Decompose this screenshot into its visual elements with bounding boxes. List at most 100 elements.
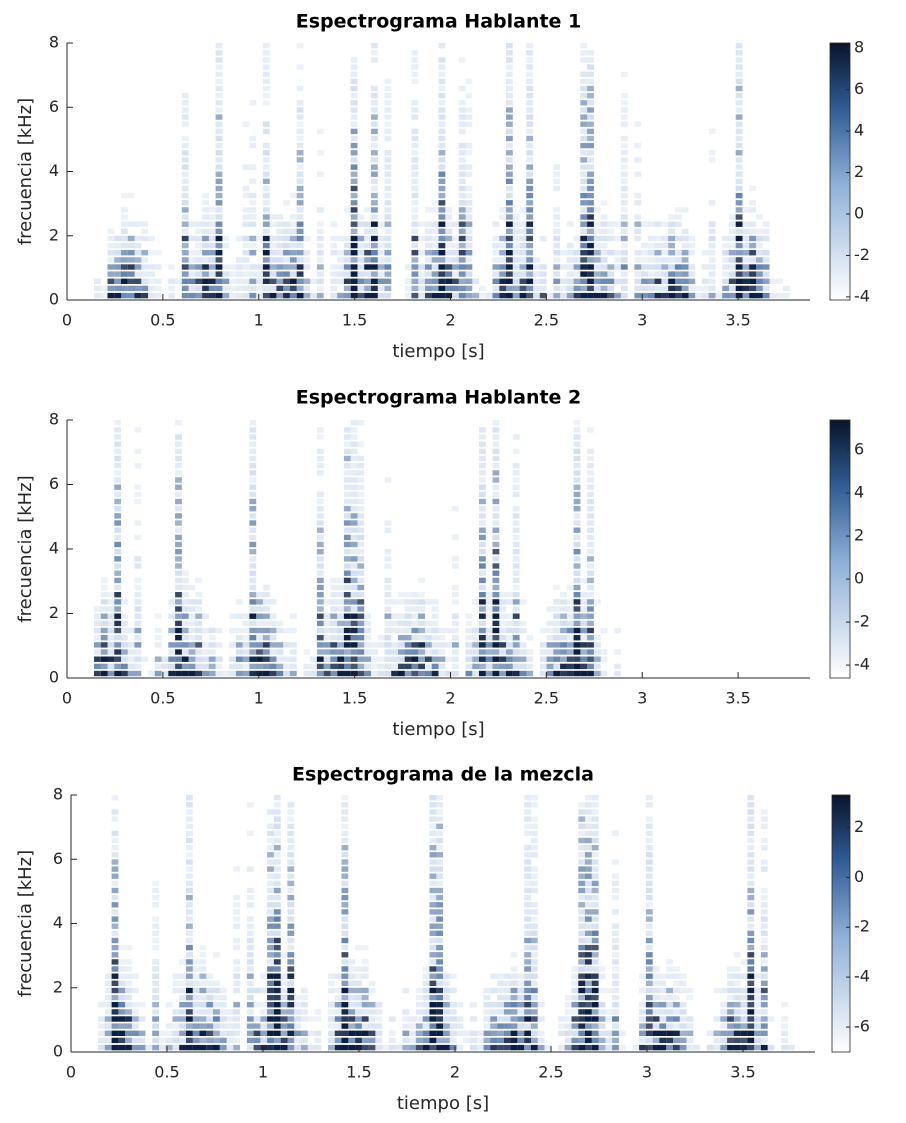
texture-cell xyxy=(206,981,213,986)
texture-cell xyxy=(736,164,743,169)
texture-cell xyxy=(634,293,641,298)
texture-cell xyxy=(574,635,581,640)
texture-cell xyxy=(763,271,770,276)
texture-cell xyxy=(531,931,538,936)
texture-cell xyxy=(443,1002,450,1007)
texture-cell xyxy=(128,250,135,255)
texture-cell xyxy=(578,874,585,879)
texture-cell xyxy=(357,664,364,669)
texture-cell xyxy=(402,1016,409,1021)
texture-cell xyxy=(558,1031,565,1036)
texture-cell xyxy=(661,236,668,241)
texture-cell xyxy=(558,1045,565,1050)
texture-cell xyxy=(639,1002,646,1007)
texture-cell xyxy=(351,671,358,676)
texture-cell xyxy=(585,831,592,836)
texture-cell xyxy=(425,236,432,241)
texture-cell xyxy=(247,888,254,893)
texture-cell xyxy=(364,271,371,276)
y-tick-label: 4 xyxy=(53,913,63,932)
texture-cell xyxy=(430,966,437,971)
texture-cell xyxy=(459,86,466,91)
texture-cell xyxy=(270,257,277,262)
texture-cell xyxy=(132,1031,139,1036)
texture-cell xyxy=(486,657,493,662)
texture-cell xyxy=(641,279,648,284)
texture-cell xyxy=(202,642,209,647)
texture-cell xyxy=(114,621,121,626)
texture-cell xyxy=(781,1002,788,1007)
texture-cell xyxy=(416,1009,423,1014)
texture-cell xyxy=(493,506,500,511)
texture-cell xyxy=(357,243,364,248)
texture-cell xyxy=(209,657,216,662)
texture-cell xyxy=(580,86,587,91)
texture-cell xyxy=(558,1016,565,1021)
texture-cell xyxy=(443,1038,450,1043)
texture-cell xyxy=(486,599,493,604)
texture-cell xyxy=(490,1016,497,1021)
texture-cell xyxy=(342,974,349,979)
texture-cell xyxy=(729,243,736,248)
texture-cell xyxy=(592,902,599,907)
texture-cell xyxy=(493,264,500,269)
texture-cell xyxy=(260,974,267,979)
texture-cell xyxy=(283,222,290,227)
texture-cell xyxy=(747,816,754,821)
texture-cell xyxy=(412,664,419,669)
texture-cell xyxy=(439,200,446,205)
texture-cell xyxy=(506,200,513,205)
texture-cell xyxy=(263,664,270,669)
texture-cell xyxy=(729,250,736,255)
texture-cell xyxy=(222,236,229,241)
texture-cell xyxy=(418,614,425,619)
texture-cell xyxy=(736,229,743,234)
texture-cell xyxy=(108,649,115,654)
texture-cell xyxy=(531,995,538,1000)
texture-cell xyxy=(209,642,216,647)
texture-cell xyxy=(695,293,702,298)
texture-cell xyxy=(135,578,142,583)
texture-cell xyxy=(668,257,675,262)
texture-cell xyxy=(371,50,378,55)
texture-cell xyxy=(344,628,351,633)
texture-cell xyxy=(547,642,554,647)
texture-cell xyxy=(344,578,351,583)
texture-cell xyxy=(666,1038,673,1043)
texture-cell xyxy=(179,981,186,986)
texture-cell xyxy=(335,1023,342,1028)
texture-cell xyxy=(592,895,599,900)
texture-cell xyxy=(484,1023,491,1028)
texture-cell xyxy=(355,1038,362,1043)
texture-cell xyxy=(423,995,430,1000)
texture-cell xyxy=(267,1002,274,1007)
texture-cell xyxy=(517,1009,524,1014)
texture-cell xyxy=(601,649,608,654)
texture-cell xyxy=(247,981,254,986)
texture-cell xyxy=(553,599,560,604)
texture-cell xyxy=(436,1045,443,1050)
texture-cell xyxy=(506,293,513,298)
texture-cell xyxy=(531,852,538,857)
texture-cell xyxy=(479,477,486,482)
y-tick-label: 6 xyxy=(49,474,59,493)
texture-cell xyxy=(155,293,162,298)
texture-cell xyxy=(587,207,594,212)
texture-cell xyxy=(317,129,324,134)
texture-cell xyxy=(504,1009,511,1014)
texture-cell xyxy=(263,100,270,105)
texture-cell xyxy=(574,434,581,439)
texture-cell xyxy=(152,938,159,943)
texture-cell xyxy=(182,671,189,676)
texture-cell xyxy=(578,845,585,850)
texture-cell xyxy=(263,279,270,284)
texture-cell xyxy=(567,286,574,291)
x-tick-label: 2.5 xyxy=(534,311,559,330)
texture-cell xyxy=(445,286,452,291)
texture-cell xyxy=(479,442,486,447)
texture-cell xyxy=(371,43,378,48)
texture-cell xyxy=(112,945,119,950)
texture-cell xyxy=(168,649,175,654)
texture-cell xyxy=(621,222,628,227)
